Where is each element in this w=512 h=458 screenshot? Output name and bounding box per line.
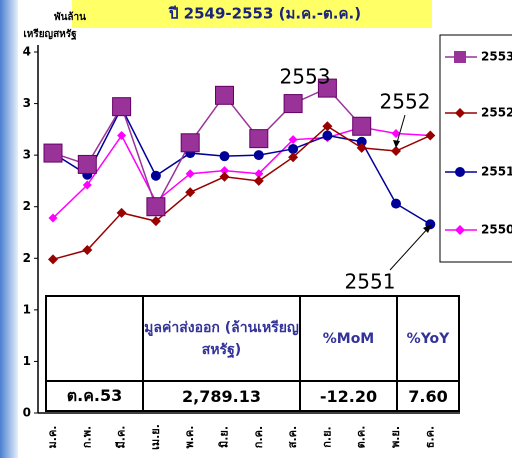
- marker: [112, 97, 132, 117]
- x-tick-label: ก.ค.: [252, 426, 265, 448]
- marker: [352, 116, 372, 136]
- marker: [185, 187, 196, 198]
- series-line: [52, 126, 431, 219]
- series-line: [52, 106, 431, 225]
- y-axis-label: พันล้าน: [54, 11, 86, 23]
- marker: [356, 142, 367, 153]
- marker: [391, 198, 401, 209]
- x-tick-label: พ.ย.: [389, 426, 402, 448]
- marker: [185, 169, 195, 179]
- marker: [82, 245, 93, 256]
- x-tick-label: มิ.ย.: [218, 426, 231, 448]
- table-cell: 7.60: [396, 380, 460, 412]
- marker: [254, 169, 264, 179]
- marker: [425, 130, 436, 141]
- table-header: %MoM: [299, 295, 398, 382]
- x-tick-label: พ.ค.: [183, 426, 196, 449]
- marker: [150, 216, 161, 227]
- summary-table: มูลค่าส่งออก (ล้านเหรียญสหรัฐ) %MoM %YoY…: [45, 295, 460, 412]
- table-header: มูลค่าส่งออก (ล้านเหรียญสหรัฐ): [142, 295, 301, 382]
- y-tick-label: 3: [23, 148, 31, 162]
- marker: [219, 171, 230, 182]
- x-tick-label: ก.พ.: [80, 426, 93, 448]
- marker: [146, 197, 166, 217]
- annotation: 2553: [280, 65, 331, 89]
- legend-label: 2552: [481, 106, 512, 120]
- marker: [117, 131, 127, 141]
- marker: [322, 121, 333, 132]
- marker: [288, 143, 299, 154]
- y-tick-label: 1: [23, 354, 31, 368]
- x-tick-label: เม.ย.: [149, 424, 162, 450]
- marker: [82, 180, 92, 190]
- table-cell: ต.ค.53: [45, 380, 144, 412]
- y-tick-label: 4: [23, 45, 31, 59]
- y-tick-label: 2: [23, 199, 31, 213]
- legend-marker: [455, 108, 465, 118]
- x-tick-label: ต.ค.: [355, 426, 368, 449]
- x-tick-label: ก.ย.: [320, 426, 333, 447]
- legend-label: 2551: [481, 165, 512, 179]
- marker: [288, 152, 299, 163]
- y-tick-label: 0: [23, 406, 31, 420]
- x-tick-label: ม.ค.: [46, 426, 59, 449]
- annotation: 2552: [380, 90, 431, 114]
- y-tick-label: 2: [23, 251, 31, 265]
- table-header: %YoY: [396, 295, 460, 382]
- marker: [215, 85, 234, 105]
- annotation-arrow: [389, 225, 431, 271]
- marker: [249, 129, 269, 149]
- marker: [220, 166, 229, 176]
- empty-cell: [45, 295, 144, 382]
- marker: [283, 94, 303, 114]
- legend-marker: [455, 225, 465, 235]
- marker: [322, 130, 333, 141]
- marker: [391, 128, 401, 138]
- legend-box: [439, 34, 512, 263]
- legend-marker: [454, 51, 466, 63]
- table-cell: 2,789.13: [142, 380, 301, 412]
- legend-label: 2550: [481, 223, 512, 237]
- marker: [356, 136, 367, 147]
- marker: [253, 175, 264, 186]
- marker: [288, 135, 298, 145]
- x-tick-label: มี.ค.: [115, 426, 128, 449]
- marker: [391, 146, 401, 157]
- marker: [116, 207, 127, 218]
- series-line: [52, 125, 431, 261]
- y-tick-label: 1: [23, 302, 31, 316]
- marker: [43, 143, 63, 163]
- side-stripe: [0, 0, 18, 458]
- x-tick-label: ธ.ค.: [423, 426, 436, 448]
- title-background: [72, 0, 432, 28]
- annotation: 2551: [345, 270, 396, 294]
- y-axis-label: เหรียญสหรัฐ: [23, 28, 77, 40]
- marker: [253, 150, 264, 161]
- marker: [219, 151, 230, 162]
- marker: [48, 213, 58, 223]
- x-tick-label: ส.ค.: [286, 426, 299, 448]
- marker: [180, 133, 200, 153]
- legend-label: 2553: [481, 50, 512, 64]
- y-tick-label: 3: [23, 96, 31, 110]
- series-line: [52, 87, 363, 209]
- chart-title: ปี 2549-2553 (ม.ค.-ต.ค.): [168, 5, 361, 23]
- arrow-head: [423, 224, 432, 233]
- table-cell: -12.20: [299, 380, 398, 412]
- marker: [77, 154, 97, 174]
- marker: [48, 254, 58, 265]
- marker: [150, 170, 161, 181]
- legend-marker: [455, 167, 465, 177]
- arrow-head: [393, 140, 400, 148]
- marker: [317, 78, 337, 98]
